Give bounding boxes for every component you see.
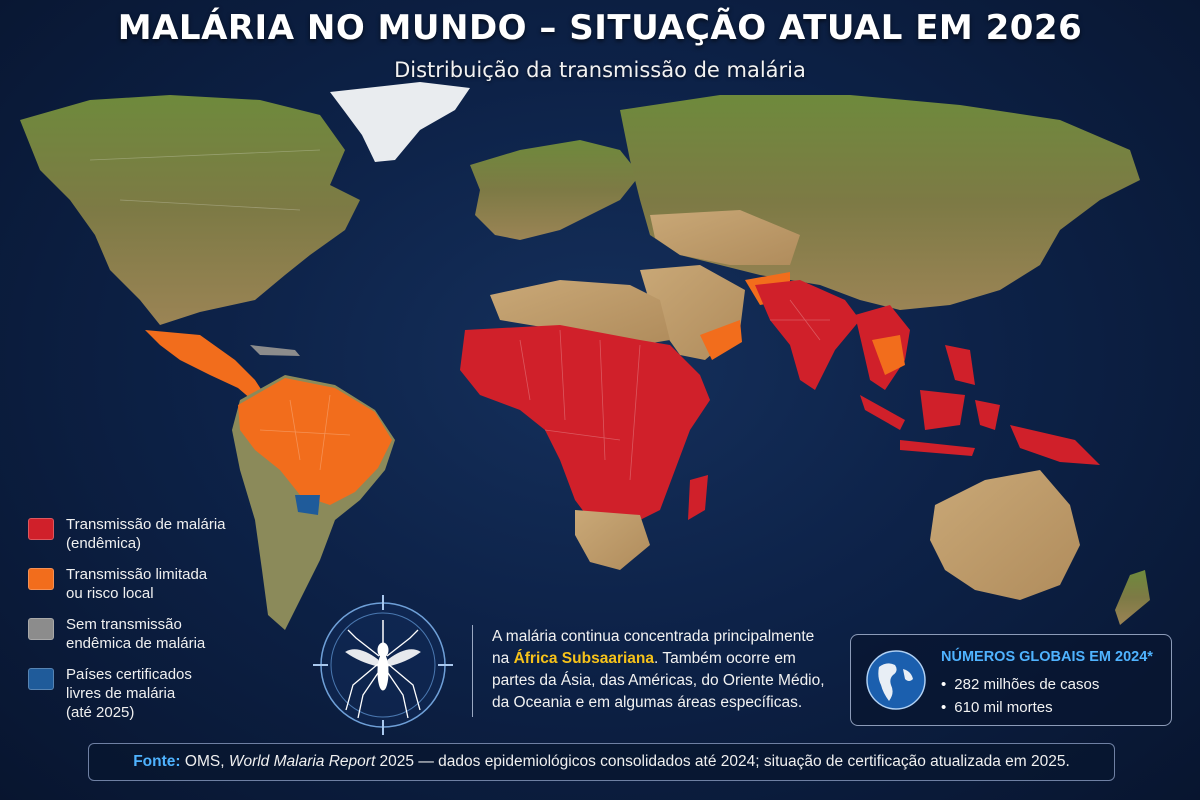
- map-legend: Transmissão de malária (endêmica) Transm…: [28, 515, 228, 734]
- legend-item-certified-free: Países certificados livres de malária (a…: [28, 665, 228, 722]
- sumatra: [860, 395, 905, 430]
- legend-label: Transmissão de malária (endêmica): [66, 515, 226, 553]
- note-text: . Também ocorre em partes da Ásia, das A…: [492, 650, 825, 711]
- legend-line: (até 2025): [66, 704, 135, 721]
- stats-item-deaths: 610 mil mortes: [941, 696, 1099, 719]
- yemen-oman: [700, 320, 742, 360]
- legend-swatch-certified-free: [28, 668, 54, 690]
- source-report-title: World Malaria Report: [228, 753, 376, 770]
- info-note: A malária continua concentrada principal…: [492, 626, 832, 714]
- page-subtitle: Distribuição da transmissão de malária: [394, 58, 806, 82]
- stats-item-cases: 282 milhões de casos: [941, 673, 1099, 696]
- north-africa: [490, 280, 670, 345]
- caribbean: [250, 345, 300, 356]
- legend-swatch-no-transmission: [28, 618, 54, 640]
- legend-line: Países certificados: [66, 666, 192, 683]
- southern-africa: [575, 510, 650, 570]
- madagascar: [688, 475, 708, 520]
- divider: [472, 625, 473, 717]
- legend-line: livres de malária: [66, 685, 176, 702]
- legend-line: ou risco local: [66, 585, 154, 602]
- legend-item-no-transmission: Sem transmissão endêmica de malária: [28, 615, 228, 653]
- source-bar: Fonte: OMS, World Malaria Report 2025 — …: [88, 743, 1115, 781]
- source-details: 2025 — dados epidemiológicos consolidado…: [375, 753, 1070, 770]
- mosquito-icon: [313, 595, 453, 735]
- stats-title: NÚMEROS GLOBAIS EM 2024*: [941, 649, 1153, 665]
- legend-swatch-endemic: [28, 518, 54, 540]
- central-asia-desert: [650, 210, 800, 265]
- note-highlight: África Subsaariana: [513, 650, 654, 667]
- legend-line: Sem transmissão: [66, 616, 182, 633]
- legend-line: Transmissão de malária: [66, 516, 226, 533]
- legend-label: Países certificados livres de malária (a…: [66, 665, 192, 722]
- legend-line: endêmica de malária: [66, 635, 206, 652]
- legend-item-endemic: Transmissão de malária (endêmica): [28, 515, 228, 553]
- stats-list: 282 milhões de casos 610 mil mortes: [941, 673, 1099, 719]
- global-stats-box: NÚMEROS GLOBAIS EM 2024* 282 milhões de …: [850, 634, 1172, 726]
- philippines: [945, 345, 975, 385]
- legend-line: Transmissão limitada: [66, 566, 208, 583]
- australia: [930, 470, 1080, 600]
- globe-icon: [866, 650, 926, 710]
- png: [1010, 425, 1100, 465]
- europe: [470, 140, 640, 240]
- legend-item-limited: Transmissão limitada ou risco local: [28, 565, 228, 603]
- legend-line: (endêmica): [66, 535, 142, 552]
- central-america: [145, 330, 268, 405]
- africa-endemic: [460, 325, 710, 520]
- java: [900, 440, 975, 456]
- south-america-malaria: [238, 378, 392, 505]
- note-text: A malária continua concentrada principal…: [492, 628, 815, 667]
- legend-label: Sem transmissão endêmica de malária: [66, 615, 205, 653]
- legend-swatch-limited: [28, 568, 54, 590]
- new-zealand: [1115, 570, 1150, 625]
- india: [755, 280, 860, 390]
- north-america: [20, 95, 360, 325]
- se-asia-limited: [872, 335, 905, 375]
- greenland: [330, 82, 470, 162]
- page-title: MALÁRIA NO MUNDO – SITUAÇÃO ATUAL EM 202…: [117, 8, 1083, 48]
- source-org: OMS,: [180, 753, 229, 770]
- sulawesi-islands: [975, 400, 1000, 430]
- legend-label: Transmissão limitada ou risco local: [66, 565, 207, 603]
- source-label: Fonte:: [133, 753, 181, 770]
- borneo: [920, 390, 965, 430]
- paraguay-certified: [295, 495, 320, 515]
